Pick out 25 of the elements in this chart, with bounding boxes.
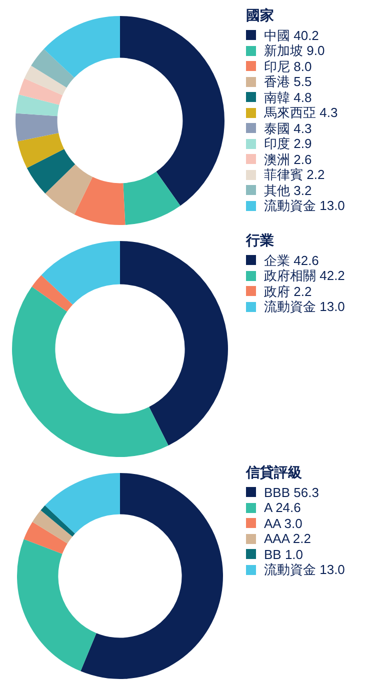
legend-label: 政府 2.2 [264,284,312,299]
legend-label: 印尼 8.0 [264,58,312,74]
legend-label: 南韓 4.8 [264,90,312,105]
legend-label: BBB 56.3 [264,484,319,500]
legend-label: AAA 2.2 [264,531,311,546]
legend-title: 行業 [246,232,275,248]
legend-label: 菲律賓 2.2 [264,167,325,182]
legend-label: 流動資金 13.0 [264,562,345,578]
legend-label: BB 1.0 [264,546,304,562]
legend-title: 國家 [246,7,275,24]
legend-title: 信貸評級 [246,464,303,480]
legend-label: 馬來西亞 4.3 [264,105,338,120]
legend-label: A 24.6 [264,500,301,516]
legend-label: 其他 3.2 [264,182,312,198]
legend-label: 中國 40.2 [264,28,319,43]
legend-label: 澳洲 2.6 [264,152,312,167]
legend-label: 新加坡 9.0 [264,43,325,58]
legend-label: AA 3.0 [264,516,302,531]
legend-label: 企業 42.6 [264,252,319,268]
legend-label: 印度 2.9 [264,136,312,152]
legend-label: 政府相關 42.2 [264,268,345,284]
legend-label: 香港 5.5 [264,74,312,90]
legend-label: 泰國 4.3 [264,120,312,136]
legend-label: 流動資金 13.0 [264,198,345,214]
legend-label: 流動資金 13.0 [264,299,345,314]
